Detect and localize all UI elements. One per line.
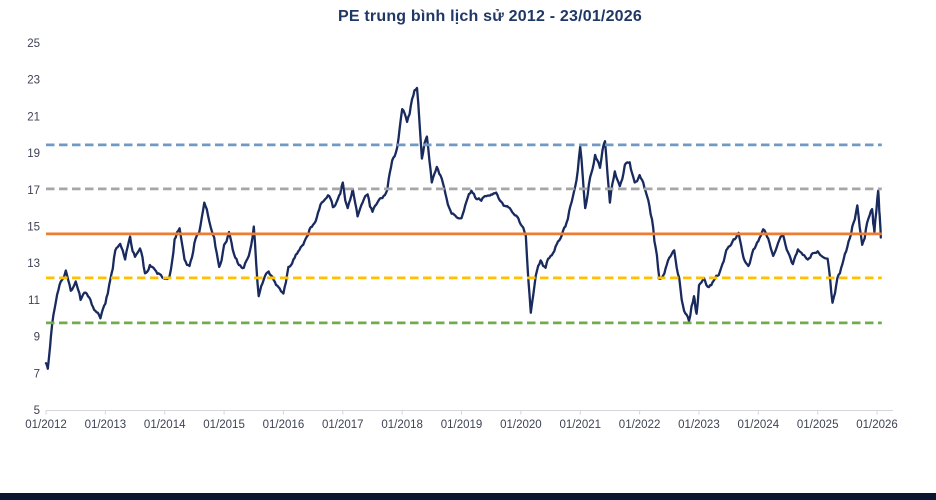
x-axis-label: 01/2020 [500,419,542,431]
x-axis-label: 01/2017 [322,419,364,431]
x-axis-label: 01/2022 [619,419,661,431]
y-axis-label: 11 [28,295,40,307]
y-axis-label: 21 [27,111,40,123]
x-axis-label: 01/2025 [797,419,839,431]
bottom-edge-bar [0,493,936,500]
x-axis-label: 01/2012 [25,419,67,431]
y-axis-label: 23 [27,75,40,87]
y-axis-label: 9 [34,332,40,344]
x-axis-label: 01/2016 [263,419,305,431]
x-axis-label: 01/2014 [144,419,186,431]
y-axis-label: 17 [27,185,40,197]
y-axis-label: 13 [27,258,40,270]
x-axis-label: 01/2026 [856,419,898,431]
y-axis-label: 25 [27,38,40,50]
x-axis-label: 01/2024 [738,419,780,431]
y-axis-label: 5 [34,405,40,417]
y-axis-label: 19 [27,148,40,160]
x-axis-label: 01/2013 [85,419,127,431]
y-axis-label: 15 [27,222,40,234]
pe-series-line [44,86,882,370]
y-axis-label: 7 [34,368,40,380]
x-axis-label: 01/2019 [441,419,483,431]
x-axis-label: 01/2021 [559,419,601,431]
x-axis-label: 01/2023 [678,419,720,431]
x-axis-label: 01/2018 [381,419,423,431]
x-axis-label: 01/2015 [203,419,245,431]
chart-title: PE trung bình lịch sử 2012 - 23/01/2026 [338,8,642,25]
